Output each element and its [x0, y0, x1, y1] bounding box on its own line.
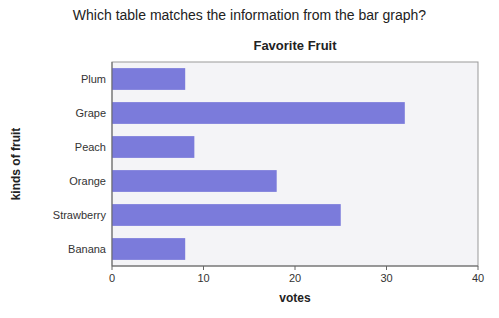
y-axis: Plum Grape Peach Orange Strawberry Banana: [53, 73, 107, 255]
x-tick: [478, 266, 479, 270]
x-axis-label: votes: [279, 291, 311, 305]
y-tick-label: Plum: [81, 73, 106, 85]
plot-area: [112, 62, 478, 266]
y-tick-label: Strawberry: [53, 209, 107, 221]
bar: [112, 238, 185, 260]
chart-container: Which table matches the information from…: [0, 0, 499, 318]
y-axis-label: kinds of fruit: [9, 128, 23, 201]
x-tick-label: 20: [289, 272, 301, 284]
x-tick-label: 40: [472, 272, 484, 284]
x-tick: [386, 266, 387, 270]
x-tick: [203, 266, 204, 270]
x-tick-label: 0: [109, 272, 115, 284]
bar: [112, 136, 194, 158]
chart-title: Favorite Fruit: [253, 38, 337, 53]
x-axis: 0 10 20 30 40: [109, 266, 484, 284]
x-axis-line: [112, 266, 478, 267]
bar: [112, 102, 405, 124]
y-tick-label: Banana: [68, 243, 107, 255]
x-tick: [112, 266, 113, 270]
x-tick-label: 10: [197, 272, 209, 284]
y-tick-label: Peach: [75, 141, 106, 153]
chart-svg: Which table matches the information from…: [0, 0, 499, 318]
bar: [112, 204, 341, 226]
x-tick: [295, 266, 296, 270]
y-axis-line: [112, 62, 113, 266]
bar: [112, 68, 185, 90]
bars: [112, 68, 405, 260]
x-tick-label: 30: [380, 272, 392, 284]
bar: [112, 170, 277, 192]
y-tick-label: Grape: [75, 107, 106, 119]
question: Which table matches the information from…: [73, 7, 427, 23]
y-tick-label: Orange: [69, 175, 106, 187]
